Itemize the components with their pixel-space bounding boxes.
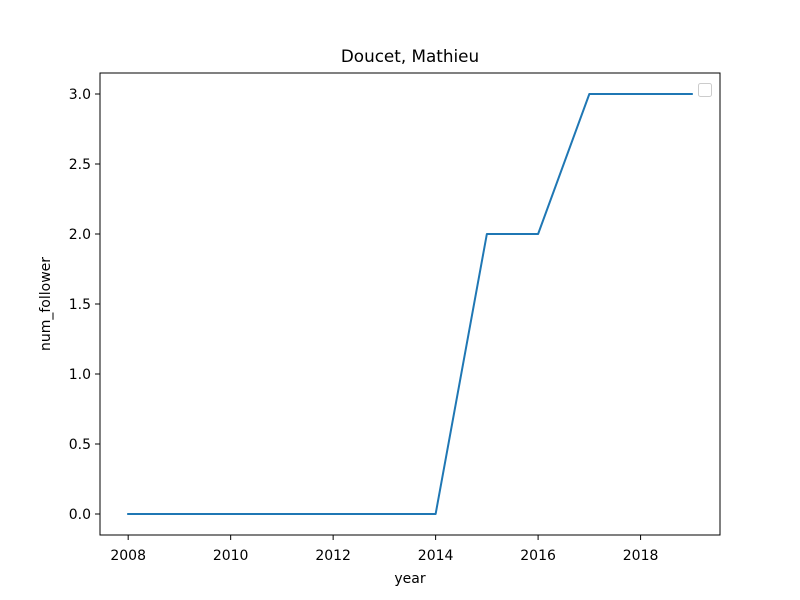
x-axis-label: year — [394, 571, 425, 587]
x-tick-label: 2012 — [315, 548, 351, 564]
y-axis-ticks: 0.0 0.5 1.0 1.5 2.0 2.5 3.0 — [69, 87, 100, 523]
x-tick-label: 2010 — [213, 548, 249, 564]
legend-box — [698, 83, 712, 97]
x-tick-label: 2016 — [520, 548, 556, 564]
y-tick-label: 0.5 — [69, 437, 91, 453]
plot-frame — [99, 72, 721, 536]
y-tick-label: 1.5 — [69, 297, 91, 313]
y-tick-label: 0.0 — [69, 507, 91, 523]
y-tick-label: 3.0 — [69, 87, 91, 103]
y-tick-label: 2.0 — [69, 227, 91, 243]
y-tick-label: 1.0 — [69, 367, 91, 383]
series-line — [127, 93, 693, 515]
x-tick-label: 2018 — [623, 548, 659, 564]
x-tick-label: 2014 — [418, 548, 454, 564]
y-tick-label: 2.5 — [69, 157, 91, 173]
chart-title: Doucet, Mathieu — [341, 46, 479, 66]
x-axis-ticks: 2008 2010 2012 2014 2016 2018 — [110, 535, 658, 564]
series-layer — [127, 93, 693, 515]
x-tick-label: 2008 — [110, 548, 146, 564]
y-axis-label: num_follower — [38, 257, 54, 351]
